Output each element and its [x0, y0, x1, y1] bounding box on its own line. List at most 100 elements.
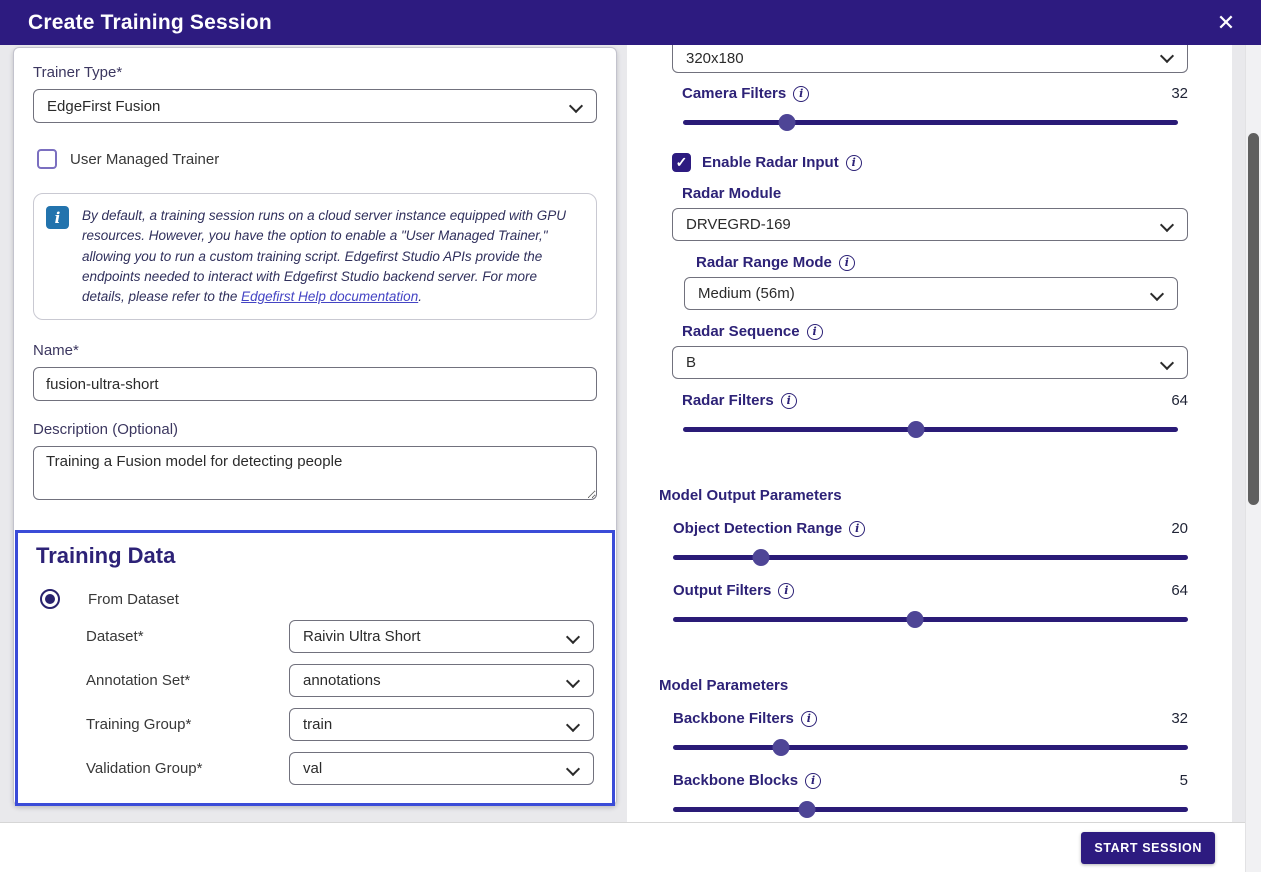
- slider-track[interactable]: [673, 745, 1188, 750]
- annotation-set-value: annotations: [303, 672, 381, 690]
- backbone-filters-label: Backbone Filters i: [673, 710, 817, 727]
- info-callout-text: By default, a training session runs on a…: [82, 208, 567, 304]
- annotation-set-select[interactable]: annotations: [289, 664, 594, 698]
- camera-resolution-value: 320x180: [686, 50, 744, 67]
- radar-range-mode-value: Medium (56m): [698, 285, 795, 302]
- start-session-button[interactable]: START SESSION: [1081, 831, 1215, 864]
- enable-radar-input-checkbox[interactable]: ✓: [672, 153, 691, 172]
- dataset-row: Dataset* Raivin Ultra Short: [86, 620, 594, 654]
- camera-resolution-select[interactable]: 320x180: [672, 45, 1188, 73]
- slider-thumb[interactable]: [798, 801, 816, 818]
- training-group-value: train: [303, 716, 333, 734]
- slider-track[interactable]: [673, 617, 1188, 622]
- from-dataset-label: From Dataset: [88, 590, 179, 608]
- slider-thumb[interactable]: [906, 611, 924, 628]
- model-parameters-title: Model Parameters: [659, 677, 789, 694]
- backbone-blocks-label: Backbone Blocks i: [673, 772, 822, 789]
- slider-thumb[interactable]: [752, 549, 770, 566]
- radar-range-mode-label: Radar Range Mode i: [696, 254, 1178, 271]
- training-data-title: Training Data: [36, 543, 176, 569]
- training-group-select[interactable]: train: [289, 708, 594, 742]
- scrollbar-thumb[interactable]: [1248, 133, 1259, 505]
- user-managed-trainer-label: User Managed Trainer: [70, 150, 220, 168]
- info-icon[interactable]: i: [793, 85, 810, 102]
- annotation-set-row: Annotation Set* annotations: [86, 664, 594, 698]
- slider-track[interactable]: [683, 120, 1178, 125]
- info-icon[interactable]: i: [838, 254, 855, 271]
- dialog-title: Create Training Session: [28, 10, 272, 34]
- trainer-type-value: EdgeFirst Fusion: [47, 97, 161, 115]
- trainer-type-select[interactable]: EdgeFirst Fusion: [33, 89, 597, 123]
- name-input[interactable]: [33, 367, 597, 402]
- info-icon[interactable]: i: [806, 323, 823, 340]
- info-icon[interactable]: i: [778, 582, 795, 599]
- model-settings-panel: 320x180 Camera Filters i 32 ✓ Enable Rad…: [627, 45, 1232, 822]
- object-detection-range-slider[interactable]: [673, 549, 1188, 566]
- info-icon[interactable]: i: [845, 154, 862, 171]
- help-documentation-link[interactable]: Edgefirst Help documentation: [241, 289, 419, 304]
- trainer-type-label: Trainer Type*: [33, 64, 123, 81]
- radar-sequence-label: Radar Sequence i: [682, 323, 1188, 340]
- output-filters-row: Output Filters i 64: [673, 582, 1188, 628]
- close-icon[interactable]: ✕: [1216, 9, 1236, 35]
- dialog-body: Trainer Type* EdgeFirst Fusion User Mana…: [0, 45, 1261, 843]
- backbone-blocks-slider[interactable]: [673, 801, 1188, 818]
- output-filters-label: Output Filters i: [673, 582, 795, 599]
- radar-module-select[interactable]: DRVEGRD-169: [672, 208, 1188, 241]
- info-icon[interactable]: i: [849, 520, 866, 537]
- output-filters-slider[interactable]: [673, 611, 1188, 628]
- info-callout: i By default, a training session runs on…: [33, 193, 597, 321]
- radar-range-mode-select[interactable]: Medium (56m): [684, 277, 1178, 310]
- dialog-footer: START SESSION: [0, 822, 1261, 872]
- object-detection-range-label: Object Detection Range i: [673, 520, 866, 537]
- annotation-set-label: Annotation Set*: [86, 672, 191, 690]
- radar-sequence-value: B: [686, 354, 697, 371]
- validation-group-select[interactable]: val: [289, 752, 594, 786]
- backbone-filters-row: Backbone Filters i 32: [673, 710, 1188, 756]
- model-output-parameters-title: Model Output Parameters: [659, 487, 842, 504]
- info-icon[interactable]: i: [805, 772, 822, 789]
- description-label: Description (Optional): [33, 421, 179, 439]
- validation-group-value: val: [303, 760, 323, 778]
- dialog-header: Create Training Session ✕: [0, 0, 1261, 45]
- object-detection-range-value: 20: [1171, 520, 1188, 537]
- backbone-filters-slider[interactable]: [673, 739, 1188, 756]
- slider-track[interactable]: [673, 555, 1188, 560]
- session-settings-card: Trainer Type* EdgeFirst Fusion User Mana…: [13, 47, 617, 843]
- radar-sequence-select[interactable]: B: [672, 346, 1188, 379]
- dataset-select[interactable]: Raivin Ultra Short: [289, 620, 594, 654]
- user-managed-trainer-checkbox[interactable]: [37, 149, 57, 169]
- description-textarea[interactable]: Training a Fusion model for detecting pe…: [33, 446, 597, 501]
- slider-thumb[interactable]: [778, 114, 796, 131]
- slider-thumb[interactable]: [772, 739, 790, 756]
- name-label: Name*: [33, 342, 79, 360]
- info-icon: i: [46, 206, 69, 229]
- radar-module-value: DRVEGRD-169: [686, 216, 791, 233]
- radar-filters-value: 64: [1171, 392, 1188, 409]
- backbone-blocks-row: Backbone Blocks i 5: [673, 772, 1188, 818]
- radar-module-label: Radar Module: [682, 185, 782, 202]
- output-filters-value: 64: [1171, 582, 1188, 599]
- radar-filters-label: Radar Filters i: [682, 392, 797, 409]
- radar-filters-slider[interactable]: [683, 421, 1178, 438]
- enable-radar-input-label: Enable Radar Input i: [702, 154, 862, 171]
- object-detection-range-row: Object Detection Range i 20: [673, 520, 1188, 566]
- camera-filters-value: 32: [1171, 85, 1188, 102]
- slider-track[interactable]: [673, 807, 1188, 812]
- camera-filters-slider[interactable]: [683, 114, 1178, 131]
- info-icon[interactable]: i: [780, 392, 797, 409]
- validation-group-label: Validation Group*: [86, 760, 203, 778]
- dataset-value: Raivin Ultra Short: [303, 628, 421, 646]
- slider-track[interactable]: [683, 427, 1178, 432]
- backbone-blocks-value: 5: [1179, 772, 1188, 789]
- training-group-label: Training Group*: [86, 716, 192, 734]
- validation-group-row: Validation Group* val: [86, 752, 594, 786]
- slider-thumb[interactable]: [907, 421, 925, 438]
- training-group-row: Training Group* train: [86, 708, 594, 742]
- backbone-filters-value: 32: [1171, 710, 1188, 727]
- training-data-section: Training Data From Dataset Dataset* Raiv…: [15, 530, 615, 807]
- dataset-label: Dataset*: [86, 628, 144, 646]
- info-icon[interactable]: i: [800, 710, 817, 727]
- scrollbar-track[interactable]: [1245, 45, 1261, 872]
- from-dataset-radio[interactable]: [40, 589, 60, 610]
